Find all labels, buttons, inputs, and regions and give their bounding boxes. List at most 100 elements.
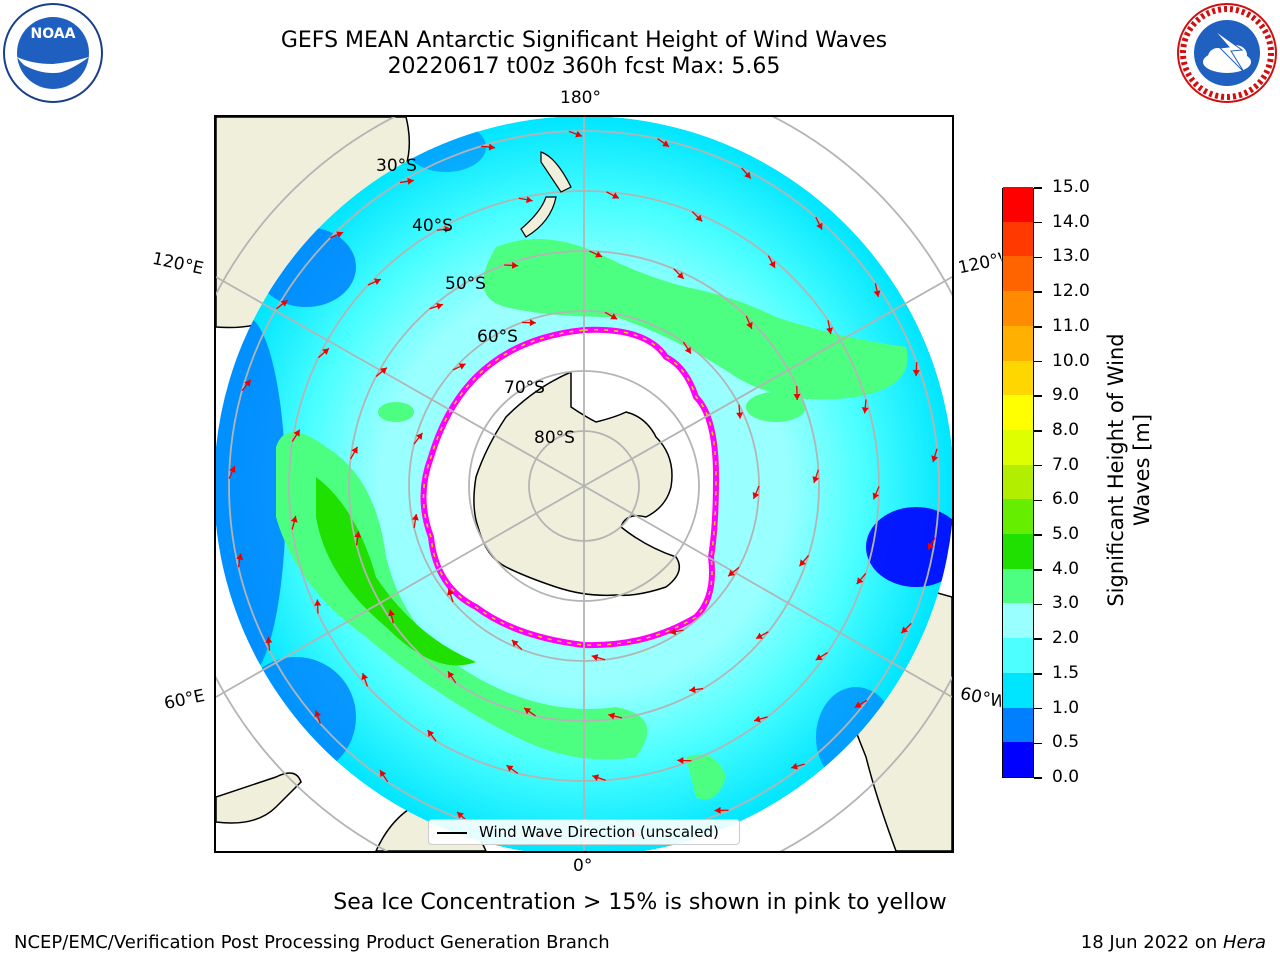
colorbar-band — [1003, 707, 1033, 743]
wave-arrow-head — [351, 446, 358, 454]
nws-logo — [1176, 2, 1278, 104]
wave-arrow-head — [901, 626, 909, 634]
wave-arrow-head — [444, 225, 451, 233]
lon-label-0: 0° — [573, 856, 593, 876]
wave-arrow-head — [677, 757, 684, 765]
wave-arrow-head — [769, 261, 776, 268]
green-wave-band — [276, 432, 648, 760]
colorbar-band — [1003, 741, 1033, 777]
colorbar-tick — [1034, 395, 1042, 397]
wave-arrow-head — [608, 712, 615, 720]
wave-arrow-head — [361, 673, 369, 680]
wave-arrow-head — [931, 455, 939, 463]
wave-arrow-head — [458, 363, 466, 370]
wave-arrow-head — [280, 300, 288, 307]
wave-arrow-head — [314, 710, 322, 718]
colorbar-band — [1003, 394, 1033, 430]
wave-arrow-head — [244, 379, 251, 387]
wave-arrow-head — [826, 327, 834, 334]
colorbar-tick-label: 9.0 — [1052, 385, 1080, 406]
wave-arrow-head — [265, 636, 273, 643]
colorbar-tick-label: 13.0 — [1052, 246, 1090, 267]
wave-arrow-head — [592, 774, 600, 781]
colorbar-band — [1003, 360, 1033, 396]
wave-arrow-head — [511, 639, 519, 647]
colorbar-tick-label: 15.0 — [1052, 177, 1090, 197]
wave-arrow-head — [373, 278, 381, 285]
map-legend: Wind Wave Direction (unscaled) — [428, 819, 740, 845]
colorbar-tick — [1034, 291, 1042, 293]
colorbar-tick-label: 3.0 — [1052, 593, 1080, 614]
colorbar-band — [1003, 568, 1033, 604]
wave-arrow-head — [524, 707, 531, 715]
wave-arrow-head — [861, 407, 869, 414]
colorbar-tick — [1034, 673, 1042, 675]
noaa-logo: NOAA — [2, 2, 104, 104]
wave-arrow-head — [873, 290, 881, 297]
lon-label-60e: 60°E — [162, 685, 207, 715]
colorbar-tick-label: 12.0 — [1052, 281, 1090, 302]
colorbar-band — [1003, 290, 1033, 326]
colorbar-tick — [1034, 464, 1042, 467]
colorbar-tick — [1034, 638, 1042, 640]
colorbar-tick — [1034, 707, 1042, 710]
colorbar-tick — [1034, 534, 1042, 536]
wave-arrow-head — [380, 367, 387, 375]
wave-arrow-head — [488, 143, 496, 151]
wave-arrow-head — [290, 515, 298, 523]
colorbar-band — [1003, 325, 1033, 361]
colorbar-band — [1003, 255, 1033, 292]
wave-arrow-head — [610, 313, 618, 320]
wave-arrow-head — [595, 251, 603, 258]
wave-arrow-head — [754, 715, 761, 723]
antarctica-land — [473, 370, 681, 597]
wave-arrow-head — [447, 671, 455, 679]
noaa-text: NOAA — [31, 26, 76, 42]
wave-arrow-head — [416, 432, 423, 440]
wave-arrow-head — [714, 806, 721, 814]
map-subtitle: 20220617 t00z 360h fcst Max: 5.65 — [387, 54, 781, 79]
wave-arrow-head — [575, 130, 583, 138]
wave-arrow-head — [407, 177, 414, 185]
wave-arrow-head — [793, 393, 801, 401]
wave-arrow-head — [791, 762, 798, 770]
colorbar-tick — [1034, 221, 1042, 224]
colorbar-tick — [1034, 777, 1042, 779]
wave-arrow-head — [511, 261, 519, 269]
lon-label-180: 180° — [560, 88, 601, 108]
colorbar-tick-label: 14.0 — [1052, 211, 1090, 232]
colorbar-band — [1003, 602, 1033, 639]
wave-arrow-head — [736, 412, 744, 419]
colorbar-band — [1003, 672, 1033, 708]
wave-arrow-head — [229, 465, 236, 473]
colorbar-tick-label: 1.5 — [1052, 662, 1080, 683]
colorbar-band — [1003, 221, 1033, 257]
wave-arrow-head — [591, 654, 599, 661]
wave-arrow-head — [388, 609, 395, 617]
wave-arrow-head — [529, 319, 536, 327]
lat-label-80s: 80°S — [534, 428, 575, 448]
wave-arrow-head — [612, 192, 619, 199]
legend-line-sample — [437, 832, 467, 834]
colorbar-band — [1003, 464, 1033, 500]
wave-arrow-head — [856, 577, 864, 585]
wave-arrow-head — [436, 302, 443, 310]
colorbar-tick — [1034, 187, 1042, 189]
lat-label-70s: 70°S — [504, 378, 545, 398]
lat-label-60s: 60°S — [477, 327, 518, 347]
colorbar-tick — [1034, 499, 1042, 502]
wave-arrow-head — [854, 701, 862, 708]
colorbar-tick — [1034, 603, 1042, 606]
wave-arrow-head — [746, 321, 753, 329]
wave-arrow-head — [314, 599, 322, 606]
colorbar-tick-label: 6.0 — [1052, 489, 1080, 510]
colorbar-tick-label: 2.0 — [1052, 628, 1080, 649]
colorbar-tick-label: 0.5 — [1052, 732, 1080, 753]
wave-arrow-head — [912, 369, 920, 377]
wave-arrow-head — [506, 765, 514, 772]
colorbar-tick-label: 10.0 — [1052, 350, 1090, 371]
footer-date: 18 Jun 2022 on Hera — [1081, 932, 1266, 953]
map-title: GEFS MEAN Antarctic Significant Height o… — [280, 28, 888, 53]
wave-arrow-head — [293, 429, 300, 437]
footer-date-text: 18 Jun 2022 on — [1080, 932, 1223, 953]
